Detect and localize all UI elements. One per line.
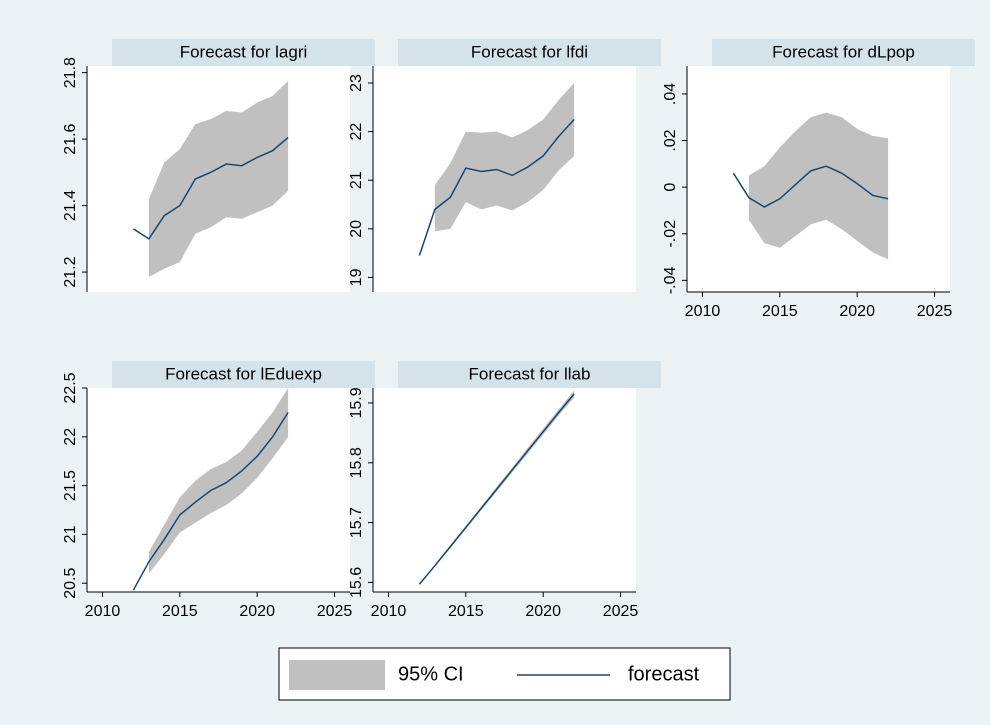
y-tick-label: 15.9 <box>348 387 365 418</box>
y-tick-label: .02 <box>662 129 679 151</box>
y-tick-label: 22 <box>62 428 79 446</box>
title-strip <box>398 361 661 388</box>
y-tick-label: 22.5 <box>62 372 79 403</box>
y-tick-label: 20.5 <box>62 568 79 599</box>
ci-band <box>748 112 889 260</box>
y-tick-label: 15.8 <box>348 447 365 478</box>
y-tick-label: 15.7 <box>348 507 365 538</box>
panel-title: Forecast for lagri <box>180 42 308 61</box>
title-strip <box>112 39 375 66</box>
legend-label: forecast <box>628 663 700 685</box>
ci-band <box>148 388 289 574</box>
x-tick-label: 2010 <box>371 603 407 620</box>
y-tick-label: 19 <box>348 268 365 286</box>
x-tick-label: 2015 <box>762 303 798 320</box>
y-tick-label: 21 <box>62 525 79 543</box>
title-strip <box>398 39 661 66</box>
x-tick-label: 2025 <box>317 603 353 620</box>
y-tick-label: -.04 <box>662 266 679 294</box>
x-tick-label: 2010 <box>685 303 721 320</box>
forecast-line <box>732 165 889 208</box>
panel-title: Forecast for dLpop <box>772 42 915 61</box>
x-tick-label: 2015 <box>162 603 198 620</box>
panel-title: Forecast for lfdi <box>471 42 588 61</box>
legend-label: 95% CI <box>398 663 464 685</box>
y-tick-label: -.02 <box>662 220 679 248</box>
x-tick-label: 2015 <box>448 603 484 620</box>
forecast-line <box>133 136 289 240</box>
y-tick-label: 23 <box>348 74 365 92</box>
title-strip <box>112 361 375 388</box>
y-tick-label: 21.4 <box>62 190 79 221</box>
y-tick-label: 20 <box>348 220 365 238</box>
y-tick-label: 21.6 <box>62 123 79 154</box>
y-tick-label: 21.8 <box>62 57 79 88</box>
y-tick-label: 21.5 <box>62 470 79 501</box>
y-tick-label: 22 <box>348 123 365 141</box>
panel-title: Forecast for lEduexp <box>165 364 322 383</box>
forecast-line <box>132 412 289 591</box>
title-strip <box>712 39 975 66</box>
y-tick-label: 21 <box>348 171 365 189</box>
x-tick-label: 2020 <box>239 603 275 620</box>
ci-band <box>148 80 289 278</box>
y-tick-label: 21.2 <box>62 256 79 287</box>
ci-band <box>434 83 575 232</box>
y-tick-label: 0 <box>662 183 679 192</box>
x-tick-label: 2010 <box>85 603 121 620</box>
x-tick-label: 2025 <box>603 603 639 620</box>
forecast-line <box>418 118 575 256</box>
y-tick-label: .04 <box>662 83 679 105</box>
x-tick-label: 2020 <box>525 603 561 620</box>
x-tick-label: 2025 <box>917 303 953 320</box>
forecast-line <box>418 393 575 585</box>
plot-area <box>373 388 636 592</box>
panel-title: Forecast for llab <box>469 364 591 383</box>
x-tick-label: 2020 <box>839 303 875 320</box>
y-tick-label: 15.6 <box>348 567 365 598</box>
legend-swatch <box>289 660 385 690</box>
